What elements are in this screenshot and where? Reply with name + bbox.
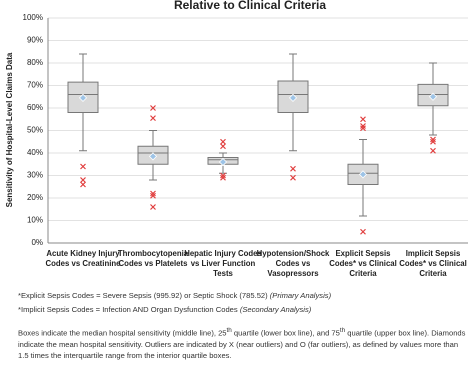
mean [288, 93, 298, 102]
outlier [150, 204, 156, 210]
outlier [290, 165, 296, 172]
note-text: *Explicit Sepsis Codes = Severe Sepsis (… [18, 291, 270, 300]
notes: *Explicit Sepsis Codes = Severe Sepsis (… [18, 290, 466, 364]
outlier [430, 136, 436, 143]
x-tick-label: Codes* vs Clinical [399, 259, 467, 268]
y-tick-label: 70% [27, 81, 43, 90]
outlier [220, 143, 226, 150]
mean [218, 157, 228, 167]
outlier [150, 115, 156, 122]
note-text: *Implicit Sepsis Codes = Infection AND O… [18, 305, 240, 314]
box [67, 81, 99, 113]
note-text: th [226, 327, 232, 334]
outlier [290, 174, 296, 181]
chart: Relative to Clinical Criteria Sensitivit… [5, 0, 468, 278]
mean [428, 92, 438, 101]
outlier [220, 172, 226, 179]
x-tick-label: Implicit Sepsis [406, 249, 461, 258]
x-tick-label: Criteria [419, 269, 447, 278]
x-tick-label: vs Liver Function [191, 259, 256, 268]
y-tick-label: 50% [27, 126, 43, 135]
x-tick-label: Tests [213, 269, 233, 278]
y-tick-label: 80% [27, 58, 43, 67]
outlier [80, 177, 86, 183]
outlier [430, 138, 436, 145]
note-text: (Primary Analysis) [269, 291, 332, 300]
x-tick-label: Explicit Sepsis [335, 249, 391, 258]
note-text: Boxes indicate the median hospital sensi… [18, 328, 227, 338]
note-text: (Secondary Analysis) [239, 305, 312, 314]
y-tick-label: 60% [27, 103, 43, 112]
note-text: th [339, 327, 346, 334]
outlier [430, 147, 436, 154]
y-axis-label: Sensitivity of Hospital-Level Claims Dat… [5, 52, 14, 207]
x-tick-label: Codes vs Platelets [119, 259, 189, 268]
y-tick-label: 10% [27, 216, 43, 225]
outlier [360, 116, 366, 123]
mean [148, 152, 158, 161]
outlier [150, 192, 156, 199]
outlier [80, 181, 86, 188]
outlier [360, 228, 366, 235]
x-tick-label: Thrombocytopenia [118, 249, 189, 258]
note-text: quartile (upper box line). Diamonds indi… [18, 328, 466, 360]
x-tick-label: Codes vs Creatinine [46, 259, 122, 268]
x-tick-label: Hypotension/Shock [257, 249, 330, 258]
outlier [360, 123, 366, 129]
y-tick-label: 100% [23, 13, 43, 22]
y-tick-label: 30% [27, 171, 43, 180]
outlier [80, 163, 86, 170]
outlier [150, 105, 156, 111]
mean [78, 93, 88, 102]
outlier [360, 125, 366, 132]
note: *Implicit Sepsis Codes = Infection AND O… [18, 304, 466, 315]
chart-title: Relative to Clinical Criteria [174, 0, 326, 12]
x-tick-label: Codes vs [276, 259, 311, 268]
y-tick-label: 40% [27, 148, 43, 157]
x-tick-label: Codes* vs Clinical [329, 259, 397, 268]
note: Boxes indicate the median hospital sensi… [18, 325, 466, 361]
note: *Explicit Sepsis Codes = Severe Sepsis (… [18, 290, 466, 301]
x-tick-label: Vasopressors [267, 269, 319, 278]
y-tick-label: 90% [27, 36, 43, 45]
outlier [220, 174, 226, 181]
x-tick-label: Criteria [349, 269, 377, 278]
mean [358, 170, 368, 179]
outlier [220, 138, 226, 145]
x-tick-label: Hepatic Injury Codes [184, 249, 262, 258]
y-tick-label: 0% [31, 238, 43, 247]
outlier [150, 190, 156, 197]
x-tick-label: Acute Kidney Injury [46, 249, 120, 258]
note-text: quartile (lower box line), and 75 [231, 328, 340, 338]
y-tick-label: 20% [27, 193, 43, 202]
